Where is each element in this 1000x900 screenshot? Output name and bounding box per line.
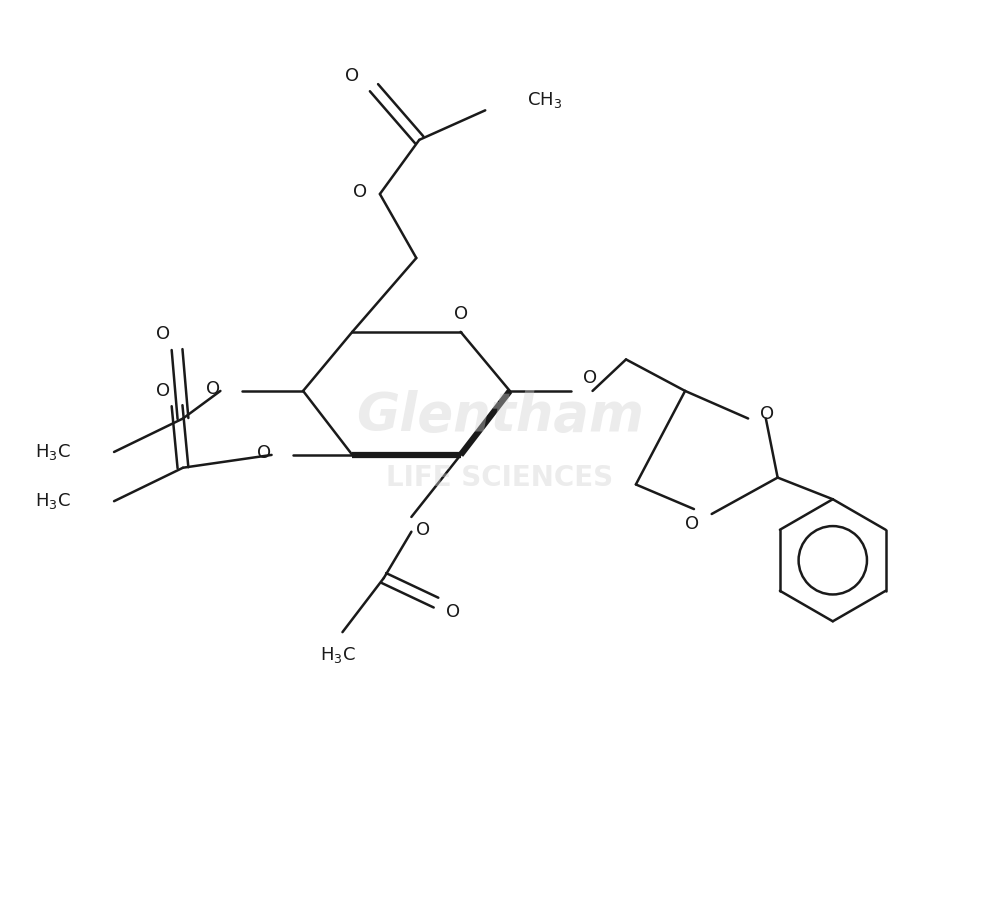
Text: O: O bbox=[416, 521, 430, 539]
Text: Glentham: Glentham bbox=[356, 390, 644, 442]
Text: O: O bbox=[257, 444, 272, 462]
Text: O: O bbox=[206, 380, 220, 398]
Text: H$_3$C: H$_3$C bbox=[35, 491, 71, 511]
Text: CH$_3$: CH$_3$ bbox=[527, 91, 562, 111]
Text: O: O bbox=[345, 67, 359, 85]
Text: O: O bbox=[760, 405, 774, 423]
Text: O: O bbox=[583, 369, 597, 387]
Text: LIFE SCIENCES: LIFE SCIENCES bbox=[386, 464, 614, 491]
Text: O: O bbox=[446, 604, 460, 622]
Text: O: O bbox=[685, 515, 699, 533]
Text: O: O bbox=[353, 183, 367, 201]
Text: O: O bbox=[156, 382, 170, 400]
Text: O: O bbox=[156, 325, 170, 343]
Text: H$_3$C: H$_3$C bbox=[35, 442, 71, 462]
Text: O: O bbox=[454, 305, 468, 323]
Text: H$_3$C: H$_3$C bbox=[320, 644, 355, 665]
